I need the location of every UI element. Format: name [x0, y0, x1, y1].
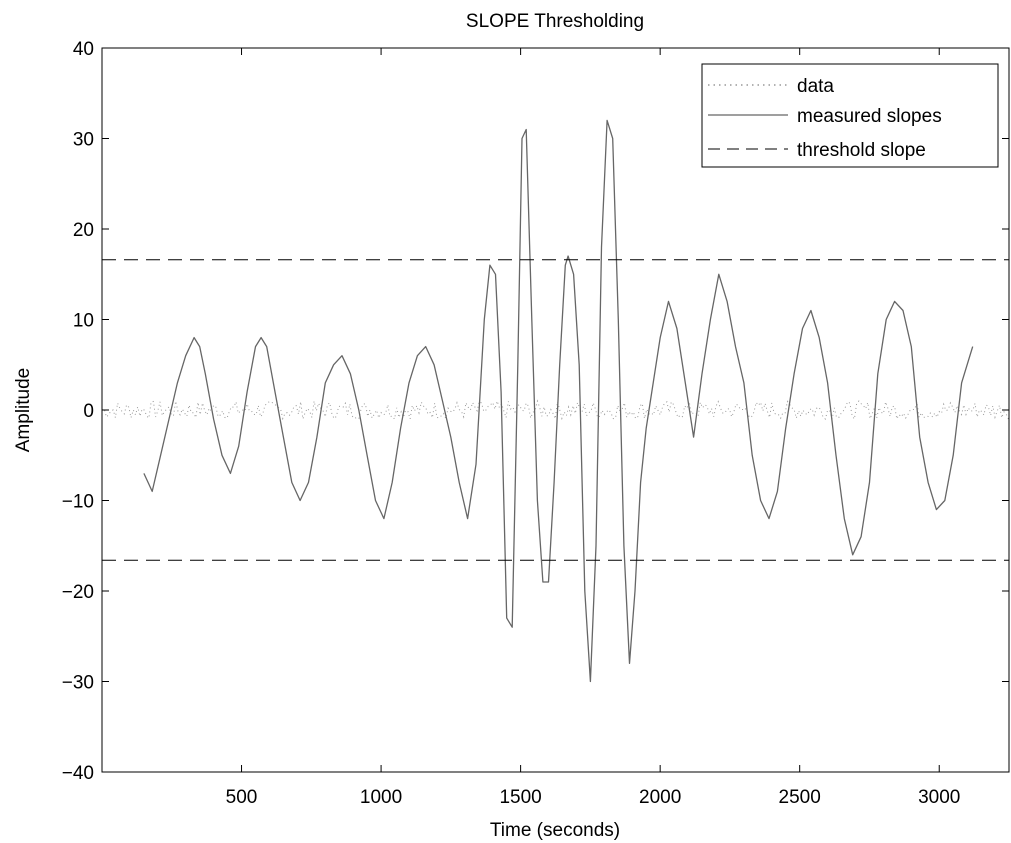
- x-tick-label: 1000: [360, 787, 402, 808]
- x-tick-label: 2000: [639, 787, 681, 808]
- chart-title: SLOPE Thresholding: [466, 11, 644, 32]
- y-tick-label: 20: [73, 220, 94, 241]
- legend-data-label: data: [797, 76, 834, 97]
- measured-slopes-line: [143, 119, 974, 683]
- x-axis-label: Time (seconds): [490, 820, 620, 841]
- y-tick-label: −10: [62, 492, 94, 513]
- y-tick-label: 10: [73, 311, 94, 332]
- y-tick-label: 40: [73, 39, 94, 60]
- x-tick-label: 3000: [918, 787, 960, 808]
- data-series-line: [102, 399, 1009, 421]
- y-tick-label: 0: [83, 401, 94, 422]
- x-tick-label: 1500: [499, 787, 541, 808]
- legend-slopes-label: measured slopes: [797, 106, 942, 127]
- legend-threshold-label: threshold slope: [797, 140, 926, 161]
- legend: data measured slopes threshold slope: [701, 63, 999, 168]
- x-tick-label: 500: [226, 787, 258, 808]
- y-tick-label: −30: [62, 673, 94, 694]
- y-axis-label: Amplitude: [13, 368, 34, 453]
- y-tick-label: −40: [62, 763, 94, 784]
- x-tick-label: 2500: [779, 787, 821, 808]
- y-tick-label: 30: [73, 130, 94, 151]
- y-tick-label: −20: [62, 582, 94, 603]
